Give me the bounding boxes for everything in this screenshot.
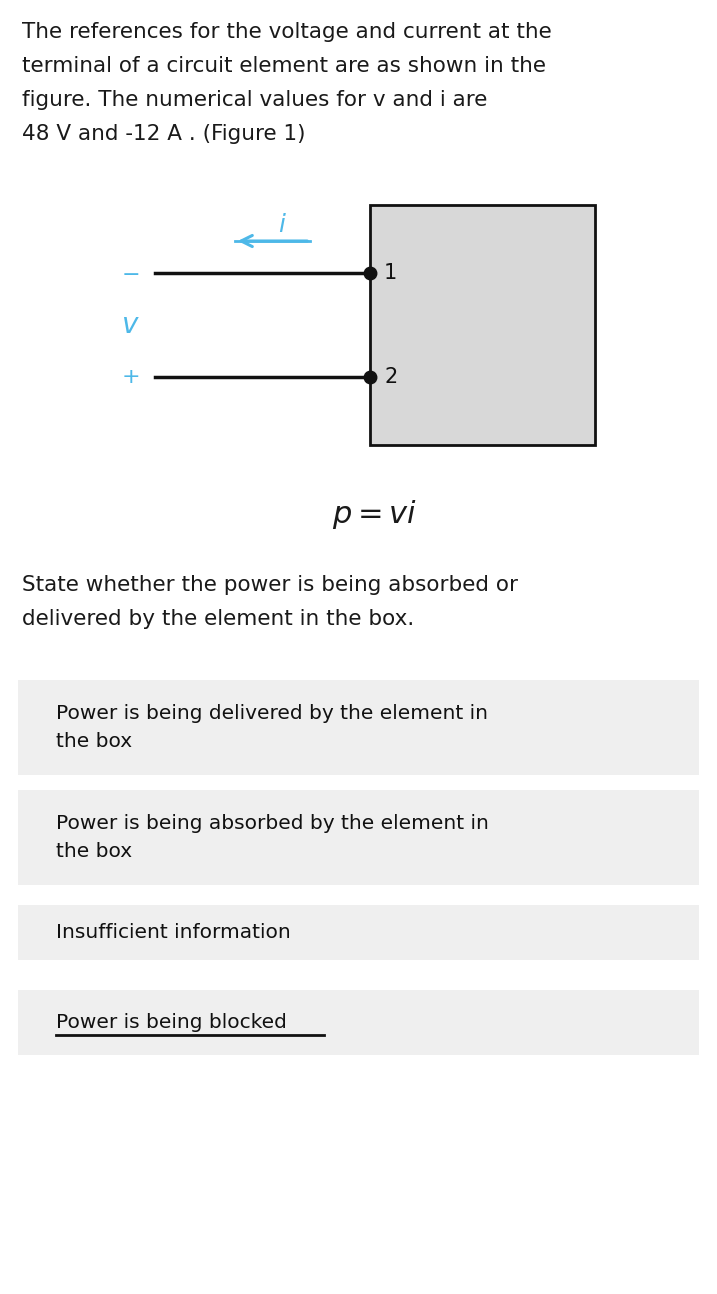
Text: Power is being absorbed by the element in
the box: Power is being absorbed by the element i… bbox=[56, 814, 489, 861]
Text: 1: 1 bbox=[384, 263, 397, 283]
Bar bbox=[18, 990, 699, 1055]
Bar bbox=[18, 905, 699, 960]
Text: Power is being blocked: Power is being blocked bbox=[56, 1013, 287, 1033]
Text: Insufficient information: Insufficient information bbox=[56, 923, 291, 942]
Text: $+$: $+$ bbox=[121, 367, 139, 387]
Text: 2: 2 bbox=[384, 367, 397, 387]
Bar bbox=[18, 681, 699, 775]
Text: $p = vi$: $p = vi$ bbox=[333, 498, 417, 531]
Bar bbox=[370, 204, 595, 445]
Text: The references for the voltage and current at the: The references for the voltage and curre… bbox=[22, 22, 552, 41]
Text: delivered by the element in the box.: delivered by the element in the box. bbox=[22, 609, 414, 629]
Text: State whether the power is being absorbed or: State whether the power is being absorbe… bbox=[22, 575, 518, 595]
Text: Power is being delivered by the element in
the box: Power is being delivered by the element … bbox=[56, 704, 488, 751]
Text: terminal of a circuit element are as shown in the: terminal of a circuit element are as sho… bbox=[22, 56, 546, 76]
Text: $-$: $-$ bbox=[121, 263, 139, 283]
Text: $i$: $i$ bbox=[278, 214, 287, 237]
Text: $v$: $v$ bbox=[120, 311, 139, 339]
Text: figure. The numerical values for v and i are: figure. The numerical values for v and i… bbox=[22, 91, 488, 110]
Text: 48 V and -12 A . (Figure 1): 48 V and -12 A . (Figure 1) bbox=[22, 124, 305, 144]
Bar bbox=[18, 791, 699, 885]
